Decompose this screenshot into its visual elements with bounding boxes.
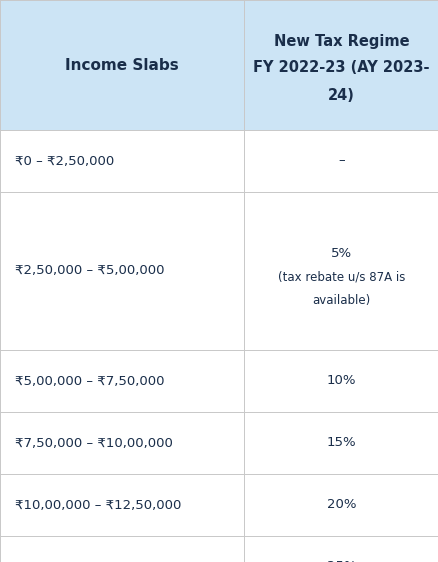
Bar xyxy=(0,350,438,412)
Text: 5%: 5% xyxy=(330,247,351,260)
Text: ₹10,00,000 – ₹12,50,000: ₹10,00,000 – ₹12,50,000 xyxy=(15,498,181,511)
Bar xyxy=(0,536,438,562)
Text: Income Slabs: Income Slabs xyxy=(65,57,178,72)
Text: –: – xyxy=(337,155,344,167)
Text: (tax rebate u/s 87A is: (tax rebate u/s 87A is xyxy=(277,270,404,283)
Text: available): available) xyxy=(311,294,370,307)
Text: FY 2022-23 (AY 2023-: FY 2022-23 (AY 2023- xyxy=(252,60,429,75)
Bar xyxy=(0,0,438,130)
Text: 25%: 25% xyxy=(326,560,355,562)
Bar xyxy=(0,192,438,350)
Bar xyxy=(0,412,438,474)
Text: ₹7,50,000 – ₹10,00,000: ₹7,50,000 – ₹10,00,000 xyxy=(15,437,173,450)
Text: ₹12,50,000 – ₹15,00,000: ₹12,50,000 – ₹15,00,000 xyxy=(15,560,181,562)
Text: 24): 24) xyxy=(327,88,354,103)
Text: 10%: 10% xyxy=(326,374,355,388)
Text: ₹5,00,000 – ₹7,50,000: ₹5,00,000 – ₹7,50,000 xyxy=(15,374,165,388)
Text: 15%: 15% xyxy=(326,437,355,450)
Text: ₹2,50,000 – ₹5,00,000: ₹2,50,000 – ₹5,00,000 xyxy=(15,265,165,278)
Bar xyxy=(0,474,438,536)
Bar xyxy=(0,130,438,192)
Text: 20%: 20% xyxy=(326,498,355,511)
Text: New Tax Regime: New Tax Regime xyxy=(273,34,408,49)
Text: ₹0 – ₹2,50,000: ₹0 – ₹2,50,000 xyxy=(15,155,114,167)
